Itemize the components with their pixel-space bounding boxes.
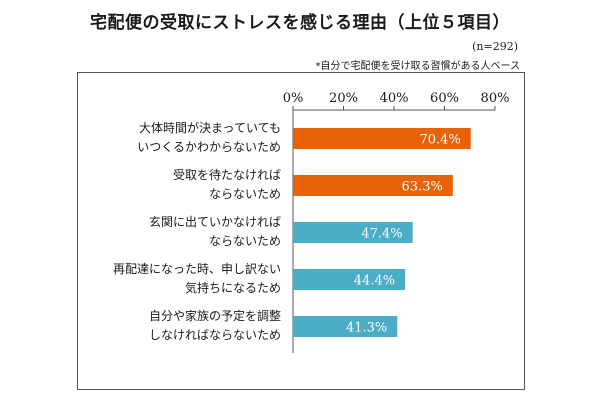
bar <box>293 222 413 243</box>
category-label-line: 再配達になった時、申し訳ない <box>112 262 281 276</box>
category-label: 大体時間が決まっていても いつくるかわからないため <box>101 119 281 157</box>
category-label-line: しなければならないため <box>148 328 281 342</box>
x-tick-label: 40% <box>380 91 409 106</box>
x-tick-label: 0% <box>283 91 304 106</box>
chart-frame <box>77 72 525 390</box>
category-label: 受取を待たなければならないため <box>101 166 281 204</box>
bar-value-label: 47.4% <box>361 227 402 242</box>
base-note: *自分で宅配便を受け取る習慣がある人ベース <box>315 61 521 72</box>
category-label-line: 気持ちになるため <box>184 281 281 295</box>
category-label-line: ならないため <box>208 187 281 201</box>
bar <box>293 128 471 149</box>
category-label-line: ならないため <box>208 234 281 248</box>
x-tick-label: 80% <box>481 91 510 106</box>
bar-value-label: 63.3% <box>402 180 443 195</box>
category-label-line: 玄関に出ていかなければ <box>148 215 281 229</box>
bar <box>293 316 398 337</box>
x-tick-label: 60% <box>430 91 459 106</box>
bar-value-label: 41.3% <box>346 321 387 336</box>
category-label-line: 受取を待たなければ <box>172 168 281 182</box>
category-label: 自分や家族の予定を調整 しなければならないため <box>101 307 281 345</box>
category-label-line: 大体時間が決まっていても <box>139 121 281 135</box>
sample-size: (n=292) <box>472 40 518 53</box>
category-label: 再配達になった時、申し訳ない気持ちになるため <box>101 260 281 298</box>
bar <box>293 269 406 290</box>
category-label: 玄関に出ていかなければならないため <box>101 213 281 251</box>
chart-title: 宅配便の受取にストレスを感じる理由（上位５項目） <box>90 13 510 33</box>
x-tick-label: 20% <box>329 91 358 106</box>
bar <box>293 175 453 196</box>
bar-value-label: 70.4% <box>419 133 460 148</box>
category-label-line: いつくるかわからないため <box>137 140 281 154</box>
bar-value-label: 44.4% <box>354 274 395 289</box>
category-label-line: 自分や家族の予定を調整 <box>148 309 281 323</box>
